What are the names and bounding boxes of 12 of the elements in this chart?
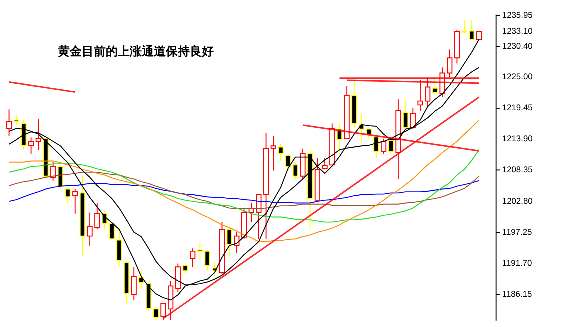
y-tick-label: 1219.45 [502, 102, 534, 113]
y-tick-label: 1213.90 [502, 134, 534, 144]
y-tick-label: 1235.95 [502, 10, 534, 20]
annotation: 黄金目前的上涨通道保持良好 [57, 44, 214, 59]
y-tick-label: 1208.35 [502, 164, 534, 175]
y-tick-label: 1186.15 [502, 289, 532, 300]
y-tick-label: 1225.00 [502, 71, 534, 82]
y-tick-label: 1230.40 [502, 41, 534, 52]
y-tick-label: 1202.80 [502, 196, 534, 206]
y-tick-label: 1197.25 [502, 226, 532, 237]
y-tick-label: 1191.70 [502, 258, 532, 268]
y-tick-label: 1233.10 [502, 26, 534, 36]
